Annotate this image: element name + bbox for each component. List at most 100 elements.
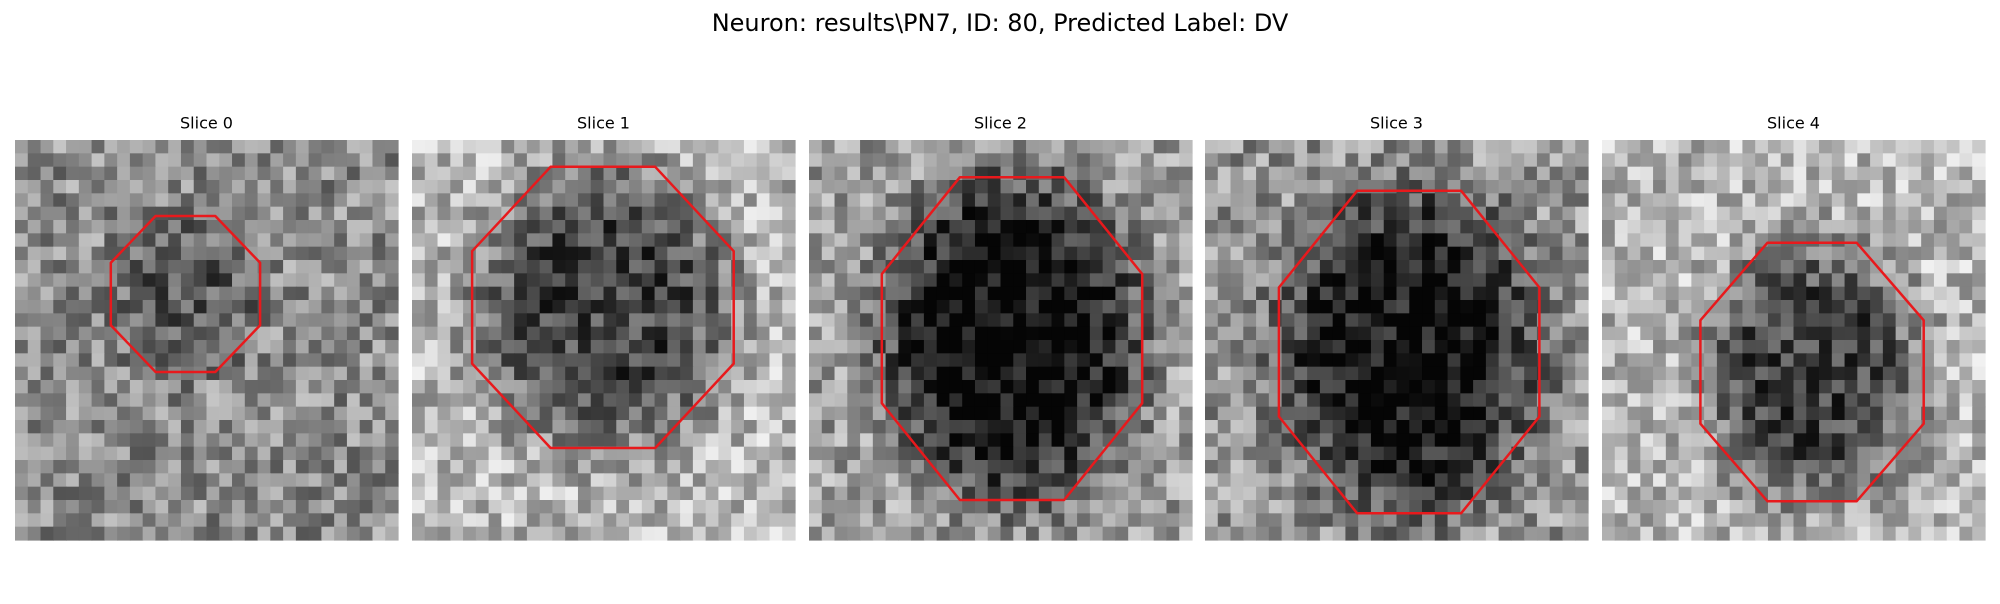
pixel: [1383, 473, 1398, 488]
pixel: [283, 233, 297, 248]
pixel: [539, 166, 554, 181]
pixel: [1332, 526, 1347, 541]
pixel: [603, 140, 617, 154]
pixel: [847, 526, 861, 541]
pixel: [1473, 153, 1487, 168]
pixel: [885, 486, 899, 501]
pixel: [308, 393, 322, 408]
pixel: [424, 420, 439, 434]
pixel: [1780, 340, 1795, 354]
pixel: [705, 473, 719, 488]
pixel: [782, 340, 796, 354]
pixel: [1345, 433, 1359, 448]
pixel: [1549, 433, 1564, 448]
pixel: [1627, 340, 1641, 354]
pixel: [53, 513, 67, 528]
pixel: [1396, 260, 1410, 274]
pixel: [27, 526, 42, 541]
pixel: [1895, 140, 1909, 154]
pixel: [155, 380, 169, 394]
pixel: [270, 513, 284, 528]
pixel: [1485, 380, 1500, 394]
pixel: [756, 353, 771, 368]
pixel: [987, 433, 1002, 448]
pixel: [1806, 313, 1820, 328]
pixel: [424, 340, 439, 354]
pixel: [1959, 273, 1973, 288]
pixel: [1089, 166, 1104, 181]
pixel: [860, 180, 874, 194]
pixel: [129, 300, 144, 314]
pixel: [91, 380, 105, 394]
pixel: [782, 193, 796, 208]
pixel: [475, 393, 490, 408]
pixel: [424, 366, 439, 381]
pixel: [962, 326, 976, 341]
pixel: [1819, 233, 1833, 248]
pixel: [308, 286, 322, 301]
pixel: [40, 460, 54, 474]
pixel: [27, 246, 42, 261]
pixel: [1089, 380, 1104, 394]
pixel: [1230, 260, 1244, 274]
pixel: [936, 286, 951, 301]
pixel: [565, 460, 579, 474]
pixel: [1653, 273, 1667, 288]
pixel: [769, 260, 783, 274]
pixel: [782, 380, 796, 394]
pixel: [1870, 166, 1884, 181]
pixel: [155, 246, 169, 261]
pixel: [117, 206, 131, 221]
pixel: [1383, 206, 1398, 221]
pixel: [552, 300, 566, 314]
pixel: [987, 286, 1002, 301]
pixel: [1653, 446, 1667, 461]
pixel: [1307, 220, 1321, 234]
pixel: [346, 193, 361, 208]
pixel: [616, 233, 630, 248]
pixel: [1485, 273, 1500, 288]
pixel: [539, 513, 554, 528]
pixel: [552, 486, 566, 501]
pixel: [962, 286, 976, 301]
pixel: [1217, 300, 1232, 314]
pixel: [270, 406, 284, 421]
pixel: [692, 353, 707, 368]
pixel: [821, 433, 836, 448]
pixel: [1882, 406, 1897, 421]
pixel: [1831, 326, 1846, 341]
pixel: [1205, 500, 1219, 514]
pixel: [1473, 406, 1487, 421]
pixel: [872, 140, 887, 154]
pixel: [1755, 260, 1769, 274]
pixel: [705, 500, 719, 514]
pixel: [1268, 446, 1283, 461]
pixel: [283, 393, 297, 408]
pixel: [577, 500, 592, 514]
pixel: [412, 460, 426, 474]
pixel: [629, 206, 643, 221]
pixel: [1921, 140, 1935, 154]
pixel: [1806, 393, 1820, 408]
pixel: [53, 260, 67, 274]
pixel: [552, 526, 566, 541]
pixel: [78, 340, 93, 354]
pixel: [1128, 220, 1142, 234]
pixel: [1268, 233, 1283, 248]
pixel: [718, 513, 732, 528]
pixel: [718, 446, 732, 461]
pixel: [1026, 166, 1040, 181]
pixel: [1409, 380, 1423, 394]
pixel: [1434, 246, 1449, 261]
pixel: [1972, 340, 1986, 354]
pixel: [641, 500, 656, 514]
pixel: [129, 513, 144, 528]
pixel: [1602, 140, 1616, 154]
pixel: [885, 446, 899, 461]
pixel: [1653, 153, 1667, 168]
pixel: [193, 500, 208, 514]
pixel: [155, 300, 169, 314]
pixel: [898, 460, 912, 474]
pixel: [949, 406, 963, 421]
pixel: [1857, 326, 1871, 341]
